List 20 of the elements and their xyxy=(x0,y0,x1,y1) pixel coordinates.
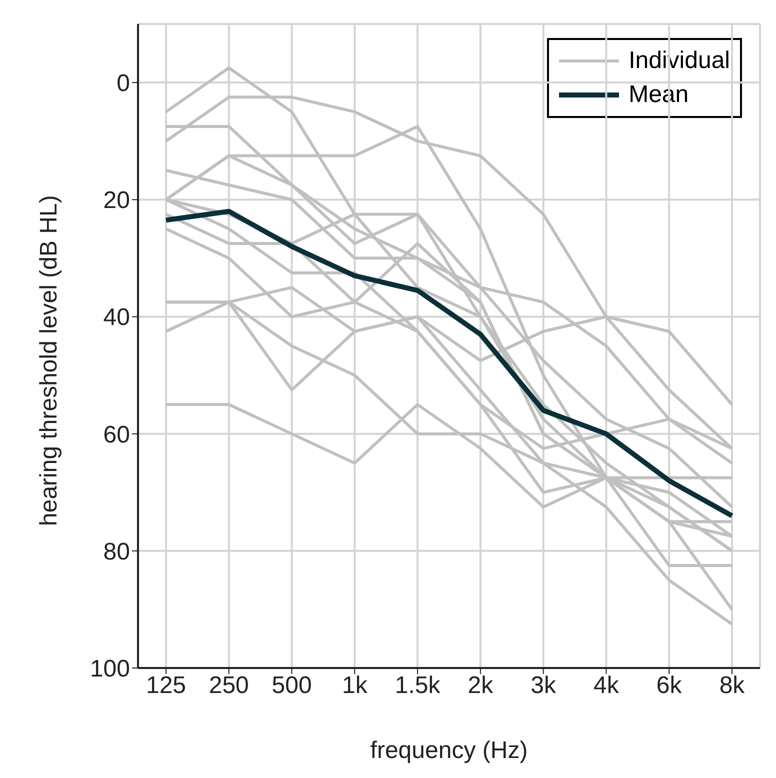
x-tick-label: 125 xyxy=(146,672,186,700)
x-tick-label: 4k xyxy=(594,672,620,700)
x-axis-title: frequency (Hz) xyxy=(370,737,528,764)
y-axis-title: hearing threshold level (dB HL) xyxy=(36,195,63,526)
y-tick-label: 0 xyxy=(116,70,130,98)
y-tick-label: 100 xyxy=(90,656,130,683)
x-tick-label: 250 xyxy=(208,672,249,700)
y-tick-label: 80 xyxy=(103,538,130,566)
x-tick-label: 500 xyxy=(272,672,312,700)
y-tick-label: 60 xyxy=(103,421,130,448)
x-tick-label: 1.5k xyxy=(394,672,442,700)
x-tick-label: 3k xyxy=(530,672,557,700)
legend-label: Mean xyxy=(628,80,689,110)
legend-label: Individual xyxy=(628,46,730,76)
y-tick-label: 40 xyxy=(103,304,130,332)
x-tick-label: 8k xyxy=(719,672,746,700)
x-tick-label: 6k xyxy=(656,672,683,700)
x-tick-label: 2k xyxy=(468,672,494,700)
x-tick-label: 1k xyxy=(342,672,368,700)
y-tick-label: 20 xyxy=(103,187,130,214)
